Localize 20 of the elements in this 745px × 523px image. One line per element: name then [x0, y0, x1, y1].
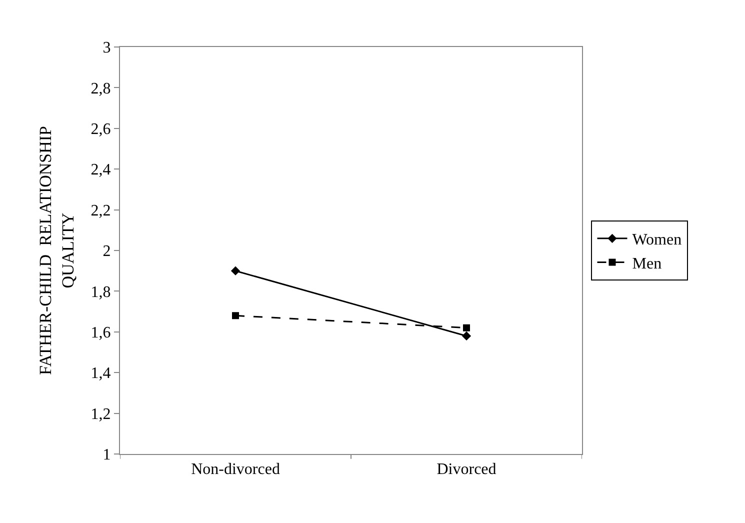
y-tick-label: 2,4 — [90, 162, 111, 179]
y-tick-label: 1,2 — [90, 406, 111, 423]
y-tick-label: 2,2 — [90, 202, 111, 220]
x-tick-label: Non-divorced — [191, 461, 280, 478]
point — [462, 331, 472, 341]
y-tick-label: 1,4 — [90, 365, 111, 382]
y-tick-label: 3 — [102, 40, 111, 57]
y-tick-label: 2,6 — [90, 121, 111, 138]
y-axis-title: FATHER-CHILD RELATIONSHIP QUALITY — [36, 126, 78, 376]
y-tick-label: 1,8 — [90, 284, 111, 301]
point — [463, 324, 470, 332]
y-tick-label: 2 — [102, 243, 111, 260]
y-tick-label: 2,8 — [90, 80, 111, 98]
point — [232, 312, 239, 320]
y-tick-label: 1,6 — [90, 324, 111, 342]
x-tick-label: Divorced — [436, 461, 496, 478]
legend-label: Men — [632, 255, 662, 272]
y-tick-label: 1 — [102, 446, 111, 464]
legend-label: Women — [632, 232, 682, 249]
point — [230, 266, 240, 276]
